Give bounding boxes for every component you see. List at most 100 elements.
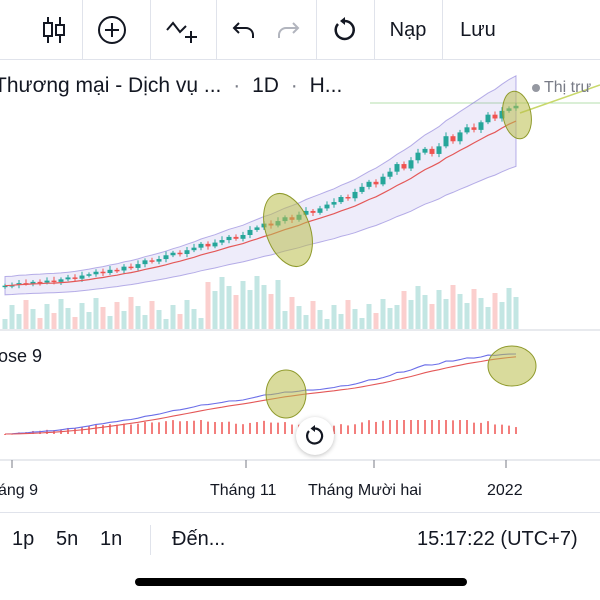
macd-histogram-bar: [193, 420, 195, 434]
add-button[interactable]: [88, 0, 136, 60]
volume-bar: [51, 313, 57, 329]
candle-body: [457, 132, 463, 142]
chart-style-button[interactable]: [30, 0, 78, 60]
candle-body: [135, 264, 141, 268]
save-button[interactable]: Lưu: [448, 0, 508, 60]
candle-body: [198, 243, 204, 248]
volume-bar: [415, 286, 421, 329]
macd-histogram-bar: [256, 422, 258, 434]
macd-histogram-bar: [228, 421, 230, 434]
candle-body: [443, 136, 449, 147]
volume-bar: [149, 301, 155, 329]
reset-icon: [306, 425, 324, 445]
interval-1n[interactable]: 1n: [100, 528, 123, 550]
macd-histogram-bar: [389, 420, 391, 434]
macd-histogram-bar: [158, 422, 160, 434]
volume-bar: [506, 288, 512, 329]
candle-body: [464, 127, 470, 133]
chart-canvas[interactable]: [0, 60, 600, 512]
macd-histogram-bar: [130, 424, 132, 434]
volume-bar: [450, 285, 456, 329]
volume-bar: [233, 295, 239, 329]
redo-icon: [278, 22, 300, 38]
highlight-ellipse: [263, 193, 313, 267]
undo-button[interactable]: [222, 0, 266, 60]
candle-body: [205, 243, 211, 247]
candle-body: [401, 164, 407, 169]
bottom-bar: 1p 5n 1n Đến... 15:17:22 (UTC+7): [0, 512, 600, 568]
reset-scale-button[interactable]: [296, 417, 334, 455]
volume-bar: [205, 282, 211, 329]
macd-histogram-bar: [88, 426, 90, 434]
candle-body: [387, 171, 393, 177]
interval-5n[interactable]: 5n: [56, 528, 79, 550]
macd-histogram-bar: [445, 420, 447, 434]
macd-histogram-bar: [179, 421, 181, 434]
volume-bar: [289, 297, 295, 329]
macd-histogram-bar: [95, 424, 97, 434]
toolbar-divider: [374, 0, 375, 60]
candle-body: [303, 210, 309, 215]
candle-body: [2, 285, 8, 288]
candle-body: [499, 110, 505, 119]
volume-bar: [170, 305, 176, 329]
macd-histogram-bar: [333, 425, 335, 434]
symbol-name: Thương mại - Dịch vụ ...: [0, 74, 222, 97]
volume-bar: [443, 299, 449, 329]
volume-bar: [485, 307, 491, 329]
macd-histogram-bar: [221, 422, 223, 434]
indicators-button[interactable]: [158, 0, 206, 60]
volume-bar: [513, 297, 519, 329]
candle-body: [191, 247, 197, 251]
chart-legend[interactable]: Thương mại - Dịch vụ ... · 1D · H...: [0, 74, 342, 98]
volume-bar: [331, 305, 337, 329]
macd-histogram-bar: [263, 420, 265, 434]
candle-body: [478, 122, 484, 130]
indicator-label[interactable]: ose 9: [0, 346, 43, 366]
candle-body: [93, 271, 99, 275]
reset-chart-button[interactable]: [322, 0, 368, 60]
redo-button[interactable]: [266, 0, 310, 60]
status-dot: [532, 83, 540, 92]
volume-bar: [226, 286, 232, 329]
toolbar-divider: [316, 0, 317, 60]
candle-body: [394, 164, 400, 172]
indicator-add-icon: [166, 21, 197, 43]
toolbar-divider: [216, 0, 217, 60]
macd-histogram-bar: [102, 425, 104, 434]
volume-bar: [219, 277, 225, 329]
macd-histogram-bar: [431, 420, 433, 434]
volume-bar: [345, 300, 351, 329]
candle-body: [310, 210, 316, 213]
candle-body: [65, 277, 71, 280]
volume-bar: [303, 315, 309, 329]
macd-histogram-bar: [515, 427, 517, 434]
macd-histogram-bar: [123, 423, 125, 434]
macd-histogram-bar: [508, 425, 510, 434]
interval-label: 1D: [252, 74, 279, 97]
interval-1p[interactable]: 1p: [12, 528, 35, 550]
volume-bar: [478, 298, 484, 329]
volume-bar: [429, 304, 435, 329]
highlight-ellipses: [263, 90, 537, 419]
candle-body: [149, 260, 155, 262]
candle-body: [142, 260, 148, 265]
goto-date-button[interactable]: Đến...: [172, 528, 226, 550]
macd-histogram-bar: [46, 429, 48, 434]
volume-bar: [254, 276, 260, 329]
volume-bar: [58, 299, 64, 329]
clock-timezone[interactable]: 15:17:22 (UTC+7): [417, 528, 578, 550]
candle-body: [317, 208, 323, 213]
volume-bar: [261, 285, 267, 329]
load-button[interactable]: Nạp: [380, 0, 436, 60]
macd-histogram-bar: [74, 428, 76, 434]
candle-body: [128, 266, 134, 269]
grid: [0, 84, 600, 461]
volume-bar: [394, 305, 400, 329]
candle-body: [338, 197, 344, 203]
volume-bar: [324, 319, 330, 329]
moving-average-line: [4, 120, 517, 287]
candle-body: [254, 227, 260, 230]
candle-body: [366, 181, 372, 187]
exchange-label: H...: [309, 74, 343, 97]
